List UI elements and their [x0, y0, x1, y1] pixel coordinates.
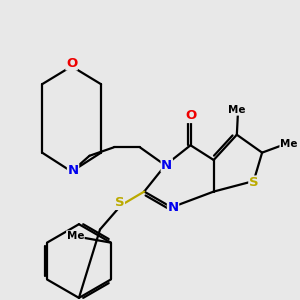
Text: Me: Me: [67, 231, 84, 241]
Text: Me: Me: [228, 105, 245, 115]
Text: Me: Me: [280, 139, 298, 149]
Text: N: N: [161, 159, 172, 172]
Text: N: N: [68, 164, 79, 177]
Text: O: O: [185, 110, 196, 122]
Text: S: S: [249, 176, 259, 189]
Text: N: N: [167, 201, 178, 214]
Text: O: O: [66, 57, 77, 70]
Text: S: S: [115, 196, 124, 209]
